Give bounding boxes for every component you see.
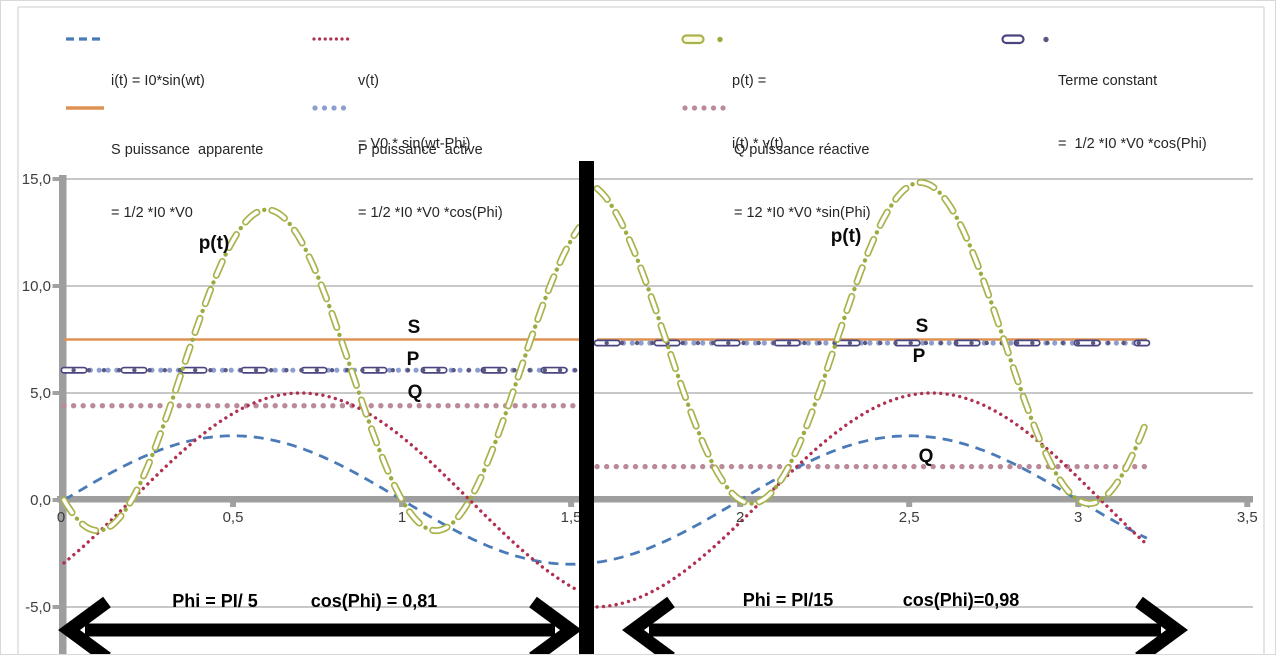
legend-item-terme-constant: Terme constant = 1/2 *I0 *V0 *cos(Phi) (1001, 29, 1207, 197)
phi-label-right: Phi = PI/15 (743, 590, 834, 610)
x-tick-label: 0,5 (223, 509, 244, 526)
x-tick-label: 2 (736, 509, 744, 526)
x-tick-label: 1 (398, 509, 406, 526)
chart-frame (17, 6, 1265, 654)
legend-formula: i(t) * v(t) (732, 136, 784, 152)
legend-formula: = 1/2 *I0 *V0 *cos(Phi) (358, 205, 503, 221)
dotted-line-icon (312, 37, 353, 41)
y-tick-label: 15,0 (22, 171, 51, 188)
series-segment-right (593, 179, 1151, 609)
legend-label: Q puissance réactive (734, 142, 870, 158)
capsule-marker-icon (681, 34, 723, 45)
cos-phi-label-left: cos(Phi) = 0,81 (311, 591, 438, 611)
curve-label-S-left: S (408, 317, 421, 338)
legend-item-v: v(t) = V0 * sin(wt-Phi) (311, 29, 470, 197)
y-tick-label: -5,0 (25, 599, 51, 616)
curve-label-S-right: S (916, 316, 929, 337)
legend-item-p: p(t) = i(t) * v(t) (681, 29, 784, 197)
legend-item-i: i(t) = I0*sin(wt) (64, 29, 205, 134)
x-tick-label: 1,5 (561, 509, 582, 526)
legend-label: v(t) (358, 73, 379, 89)
x-axis (57, 496, 1253, 503)
legend-label: p(t) = (732, 73, 767, 89)
tick-labels: 0 0,5 1 1,5 2 2,5 3 3,5 15,0 10,0 5,0 0,0 -5,0 (22, 171, 1258, 616)
dotted-line-icon (312, 105, 353, 111)
legend-formula: = 1/2 *I0 *V0 (111, 205, 193, 221)
y-tick-label: 10,0 (22, 278, 51, 295)
interval-arrows (58, 596, 1188, 654)
left-interval-arrow (58, 596, 582, 654)
solid-line-icon (66, 106, 104, 110)
curve-label-P-left: P (407, 349, 420, 370)
legend-label: P puissance active (358, 142, 483, 158)
curve-label-Q-left: Q (408, 382, 423, 403)
dotted-line-icon (682, 105, 729, 111)
x-tick-label: 0 (57, 509, 65, 526)
curve-label-p-left: p(t) (199, 233, 230, 254)
axes (52, 175, 1253, 654)
y-tick-label: 0,0 (30, 492, 51, 509)
curve-label-P-right: P (913, 346, 926, 367)
right-interval-arrow (622, 596, 1188, 654)
chart-legend: i(t) = I0*sin(wt) v(t) = V0 * sin(wt-Phi… (1, 1, 1275, 221)
legend-item-Q: Q puissance réactive = 12 *I0 *V0 *sin(P… (681, 98, 871, 266)
x-tick-label: 3,5 (1237, 509, 1258, 526)
separator-bar (579, 161, 594, 654)
legend-label: S puissance apparente (111, 142, 264, 158)
x-tick-label: 3 (1074, 509, 1082, 526)
series-segment-left (60, 206, 583, 593)
y-tick-label: 5,0 (30, 385, 51, 402)
curve-label-p-right: p(t) (831, 226, 862, 247)
legend-formula: = 12 *I0 *V0 *sin(Phi) (734, 205, 871, 221)
x-tick-label: 2,5 (899, 509, 920, 526)
phi-label-left: Phi = PI/ 5 (172, 591, 258, 611)
legend-item-S: S puissance apparente = 1/2 *I0 *V0 (64, 98, 263, 266)
cos-phi-label-right: cos(Phi)=0,98 (903, 590, 1020, 610)
legend-formula: = 1/2 *I0 *V0 *cos(Phi) (1058, 136, 1207, 152)
legend-item-P: P puissance active = 1/2 *I0 *V0 *cos(Ph… (311, 98, 503, 266)
curve-label-Q-right: Q (919, 446, 934, 467)
legend-label: i(t) = I0*sin(wt) (111, 73, 205, 89)
legend-label: Terme constant (1058, 73, 1158, 89)
capsule-marker-icon (1001, 34, 1049, 45)
y-axis (59, 175, 67, 654)
dashed-line-icon (66, 37, 104, 41)
phase-annotations: Phi = PI/ 5 cos(Phi) = 0,81 Phi = PI/15 cos… (172, 590, 1019, 611)
legend-formula: = V0 * sin(wt-Phi) (358, 136, 471, 152)
